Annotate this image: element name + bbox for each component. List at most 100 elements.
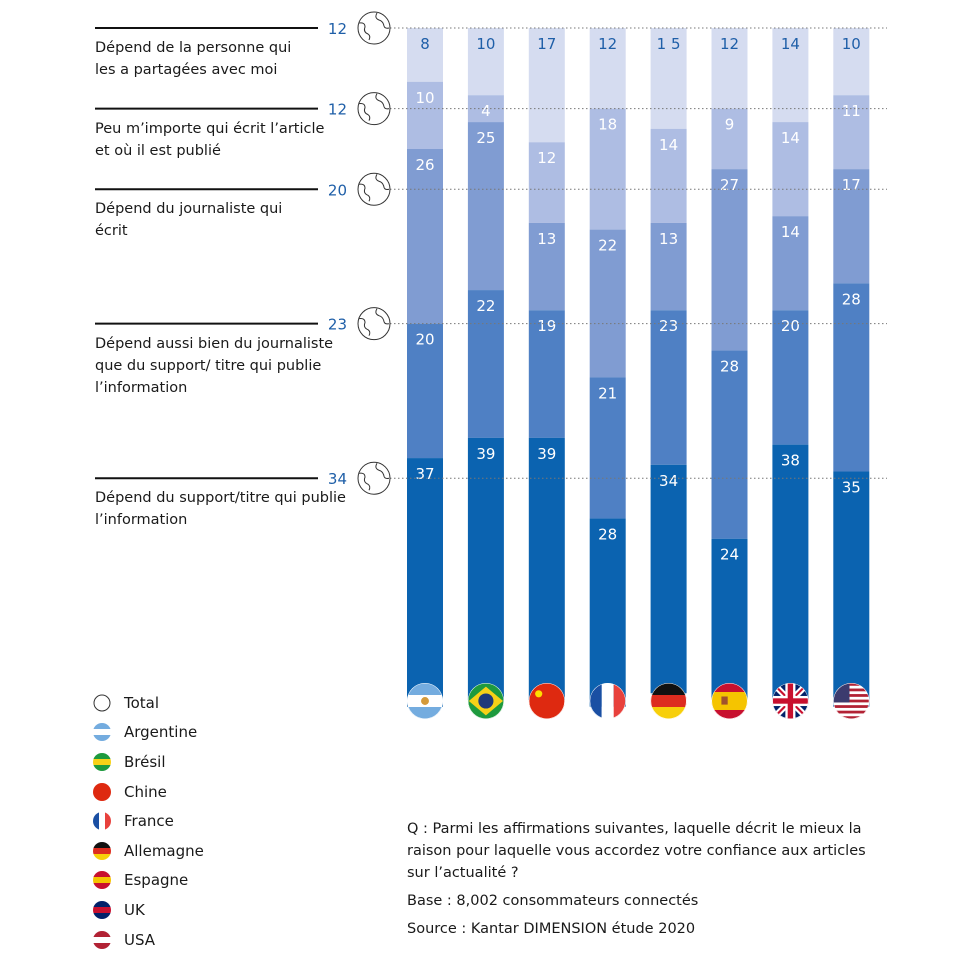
bar-segment <box>772 122 809 217</box>
bar-segment <box>650 28 687 129</box>
category-label: Dépend du support/titre qui publie l’info… <box>95 490 346 529</box>
data-label: 9 <box>725 116 735 134</box>
legend-item: Brésil <box>92 747 204 777</box>
data-label: 28 <box>720 358 739 376</box>
data-label: 20 <box>781 317 800 335</box>
bar-segment <box>528 437 565 700</box>
legend-label: Brésil <box>124 752 166 771</box>
flag-brazil-icon <box>93 752 111 771</box>
data-label: 14 <box>781 223 800 241</box>
bar-chine: 17 12 13 19 39 <box>528 28 565 700</box>
data-label: 17 <box>537 35 556 53</box>
data-label: 26 <box>415 156 434 174</box>
data-label: 39 <box>476 445 495 463</box>
category-label: Dépend aussi bien du journaliste que du s… <box>95 335 334 396</box>
bar-segment <box>711 108 748 170</box>
legend-item: France <box>92 806 204 836</box>
reference-lines: 12 12 20 23 34 <box>95 11 887 495</box>
bar-segment <box>407 323 443 459</box>
total-value: 12 <box>328 20 347 38</box>
country-flags <box>407 683 870 719</box>
category-label: Peu m’importe qui écrit l’article et où i… <box>95 120 325 159</box>
data-label: 38 <box>781 452 800 470</box>
source-text: Source : Kantar DIMENSION étude 2020 <box>407 921 696 937</box>
bar-segment <box>589 229 626 378</box>
data-label: 25 <box>476 129 495 147</box>
data-label: 39 <box>537 445 556 463</box>
bar-segment <box>589 518 626 707</box>
legend: Total Argentine Brésil Chine France Allemagne… <box>92 688 204 954</box>
data-label: 10 <box>842 35 861 53</box>
bar-segment <box>833 169 870 284</box>
flag-spain-icon <box>711 683 748 719</box>
bar-segment <box>711 350 748 539</box>
legend-label: Argentine <box>124 723 198 742</box>
flag-brazil-icon <box>467 683 504 719</box>
data-label: 10 <box>476 35 495 53</box>
total-value: 34 <box>328 470 347 488</box>
bar-france: 12 18 22 21 28 <box>589 28 626 707</box>
bar-espagne: 12 9 27 28 24 <box>711 28 748 700</box>
flag-usa-icon <box>833 683 870 719</box>
bars: 8 10 26 20 37 10 4 25 22 39 17 12 13 19 39 12 18 22 21 28 1 … <box>407 28 870 707</box>
data-label: 13 <box>659 230 678 248</box>
bar-argentine: 8 10 26 20 37 <box>407 28 443 707</box>
data-label: 20 <box>415 331 434 349</box>
flag-china-icon <box>93 782 111 801</box>
bar-segment <box>833 95 870 170</box>
legend-label: Espagne <box>124 871 189 890</box>
flag-argentina-icon <box>407 683 443 719</box>
bar-segment <box>833 28 870 96</box>
bar-segment <box>772 216 809 311</box>
bar-segment <box>528 310 565 438</box>
flag-china-icon <box>528 683 565 719</box>
flag-germany-icon <box>650 683 687 719</box>
data-label: 14 <box>781 35 800 53</box>
bar-segment <box>407 81 443 149</box>
bar-segment <box>833 471 870 707</box>
flag-uk-icon <box>93 900 111 919</box>
globe-icon <box>357 92 391 126</box>
legend-label: Allemagne <box>124 841 204 860</box>
data-label: 22 <box>476 297 495 315</box>
question-text: Q : Parmi les affirmations suivantes, la… <box>407 821 866 881</box>
flag-spain-icon <box>93 871 111 890</box>
data-label: 8 <box>420 35 430 53</box>
total-value: 12 <box>328 101 347 119</box>
bar-segment <box>467 290 504 438</box>
bar-segment <box>772 444 809 700</box>
data-label: 24 <box>720 546 739 564</box>
data-label: 1 5 <box>657 35 681 53</box>
data-label: 14 <box>659 136 678 154</box>
bar-segment <box>650 310 687 465</box>
bar-segment <box>407 148 443 324</box>
legend-label: USA <box>124 930 156 949</box>
globe-icon <box>357 461 391 495</box>
flag-germany-icon <box>93 841 111 860</box>
bar-segment <box>407 458 443 707</box>
data-label: 12 <box>720 35 739 53</box>
data-label: 12 <box>598 35 617 53</box>
data-label: 37 <box>415 465 434 483</box>
data-label: 11 <box>842 102 861 120</box>
bar-segment <box>589 377 626 519</box>
globe-icon <box>357 307 391 341</box>
legend-item: UK <box>92 895 204 925</box>
bar-segment <box>528 28 565 143</box>
data-label: 28 <box>598 526 617 544</box>
legend-item: Total <box>92 688 204 718</box>
data-label: 28 <box>842 290 861 308</box>
bar-segment <box>589 108 626 230</box>
legend-item: USA <box>92 925 204 955</box>
bar-segment <box>711 28 748 109</box>
legend-item: Chine <box>92 777 204 807</box>
data-label: 19 <box>537 317 556 335</box>
chart-notes: Q : Parmi les affirmations suivantes, la… <box>407 818 887 946</box>
data-label: 27 <box>720 176 739 194</box>
bar-brésil: 10 4 25 22 39 <box>467 28 504 700</box>
total-value: 20 <box>328 181 347 199</box>
flag-france-icon <box>93 812 111 831</box>
data-label: 12 <box>537 149 556 167</box>
flag-argentina-icon <box>93 723 111 742</box>
